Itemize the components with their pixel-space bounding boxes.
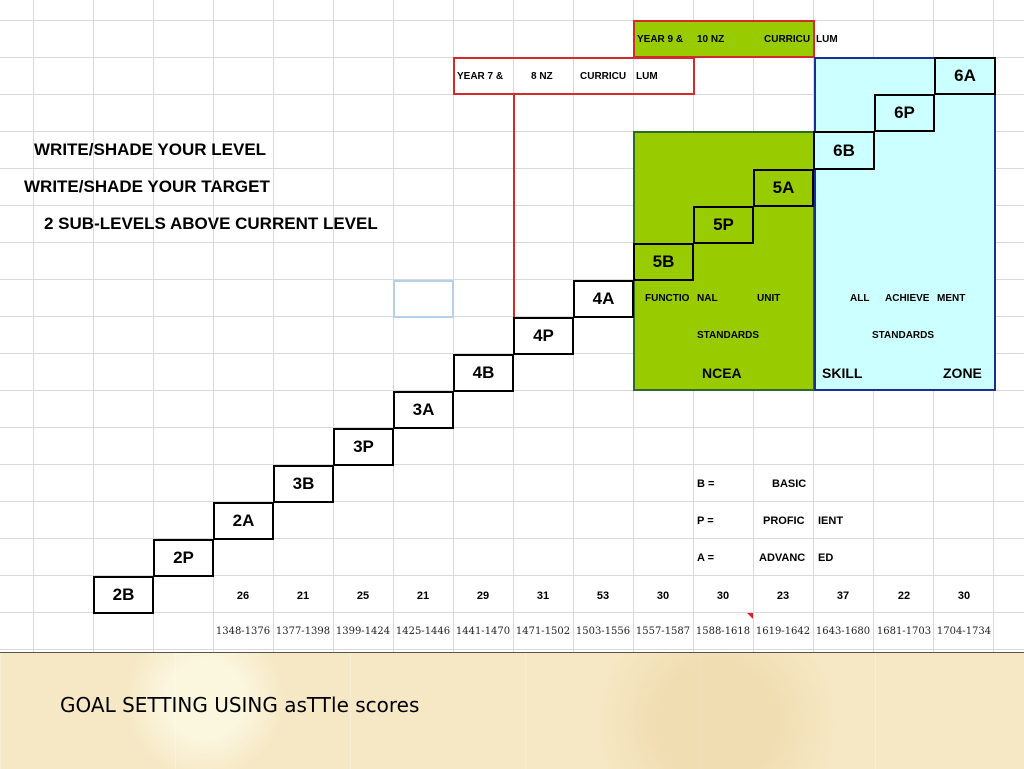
level-2A[interactable]: 2A	[213, 502, 274, 540]
score-cell: 23	[776, 590, 790, 602]
ncea-label: NCEA	[702, 365, 742, 381]
range-cell: 1681-1703	[876, 626, 932, 637]
range-cell: 1588-1618	[695, 626, 751, 637]
year-9-10-curriculum-box	[633, 20, 815, 58]
legend-p-key: P =	[697, 515, 714, 527]
score-cell: 30	[957, 590, 971, 602]
score-cell: 21	[416, 590, 430, 602]
score-cell: 30	[716, 590, 730, 602]
level-6A[interactable]: 6A	[934, 57, 996, 95]
legend-a-key: A =	[697, 552, 715, 564]
level-4A[interactable]: 4A	[573, 280, 634, 318]
level-2B[interactable]: 2B	[93, 576, 154, 614]
legend-a-value-b: ED	[818, 552, 834, 564]
level-4B[interactable]: 4B	[453, 354, 514, 392]
green-row1-c: UNIT	[757, 293, 781, 304]
range-cell: 1377-1398	[275, 626, 331, 637]
instruction-sublevels: 2 SUB-LEVELS ABOVE CURRENT LEVEL	[44, 214, 378, 233]
level-3P[interactable]: 3P	[333, 428, 394, 466]
level-6P[interactable]: 6P	[874, 94, 935, 132]
slide-footer: GOAL SETTING USING asTTle scores	[0, 652, 1024, 769]
legend-p-value-a: PROFIC	[763, 515, 805, 527]
year910-part3: CURRICU	[764, 34, 811, 45]
blue-row1-b: ACHIEVE	[885, 293, 930, 304]
score-cell: 29	[476, 590, 490, 602]
level-4P[interactable]: 4P	[513, 317, 574, 355]
blue-row1-a: ALL	[850, 293, 870, 304]
skill-label: SKILL	[822, 365, 863, 381]
level-3B[interactable]: 3B	[273, 465, 334, 503]
range-cell: 1704-1734	[936, 626, 992, 637]
comment-marker-icon[interactable]	[747, 613, 753, 619]
range-cell: 1557-1587	[635, 626, 691, 637]
year910-part1: YEAR 9 &	[637, 34, 684, 45]
legend-b-key: B =	[697, 478, 715, 490]
legend-a-value-a: ADVANC	[759, 552, 806, 564]
instruction-level: WRITE/SHADE YOUR LEVEL	[34, 140, 267, 159]
range-cell: 1399-1424	[335, 626, 391, 637]
range-cell: 1348-1376	[215, 626, 271, 637]
green-row1-a: FUNCTIO	[645, 293, 690, 304]
range-cell: 1441-1470	[455, 626, 511, 637]
green-row2: STANDARDS	[697, 330, 760, 341]
level-5B[interactable]: 5B	[633, 243, 694, 281]
year910-part2: 10 NZ	[697, 34, 725, 45]
level-3A[interactable]: 3A	[393, 391, 454, 429]
spreadsheet-grid: WRITE/SHADE YOUR LEVEL WRITE/SHADE YOUR …	[0, 0, 1024, 652]
year-7-8-curriculum-box	[453, 57, 695, 95]
blue-row2: STANDARDS	[872, 330, 935, 341]
score-cell: 25	[356, 590, 370, 602]
score-cell: 30	[656, 590, 670, 602]
year78-part2: 8 NZ	[531, 71, 553, 82]
range-cell: 1619-1642	[755, 626, 811, 637]
level-2P[interactable]: 2P	[153, 539, 214, 577]
year78-part3: CURRICU	[580, 71, 627, 82]
selected-cell[interactable]	[393, 280, 454, 318]
score-cell: 26	[236, 590, 250, 602]
instruction-target: WRITE/SHADE YOUR TARGET	[24, 177, 270, 196]
green-row1-b: NAL	[697, 293, 718, 304]
score-cell: 53	[596, 590, 610, 602]
level-5A[interactable]: 5A	[753, 169, 814, 207]
legend-b-value: BASIC	[772, 478, 807, 490]
level-6B[interactable]: 6B	[813, 131, 875, 170]
range-cell: 1503-1556	[575, 626, 631, 637]
year910-part4: LUM	[816, 34, 838, 45]
range-cell: 1643-1680	[815, 626, 871, 637]
legend-p-value-b: IENT	[818, 515, 844, 527]
year78-part4: LUM	[636, 71, 658, 82]
level-5P[interactable]: 5P	[693, 206, 754, 244]
year78-part1: YEAR 7 &	[457, 71, 504, 82]
range-cell: 1471-1502	[515, 626, 571, 637]
score-cell: 21	[296, 590, 310, 602]
blue-row1-c: MENT	[937, 293, 966, 304]
year-7-8-boundary-line	[513, 94, 515, 318]
score-cell: 37	[836, 590, 850, 602]
zone-label: ZONE	[943, 365, 982, 381]
slide-title: GOAL SETTING USING asTTle scores	[60, 693, 420, 717]
range-cell: 1425-1446	[395, 626, 451, 637]
score-cell: 22	[897, 590, 911, 602]
score-cell: 31	[536, 590, 550, 602]
